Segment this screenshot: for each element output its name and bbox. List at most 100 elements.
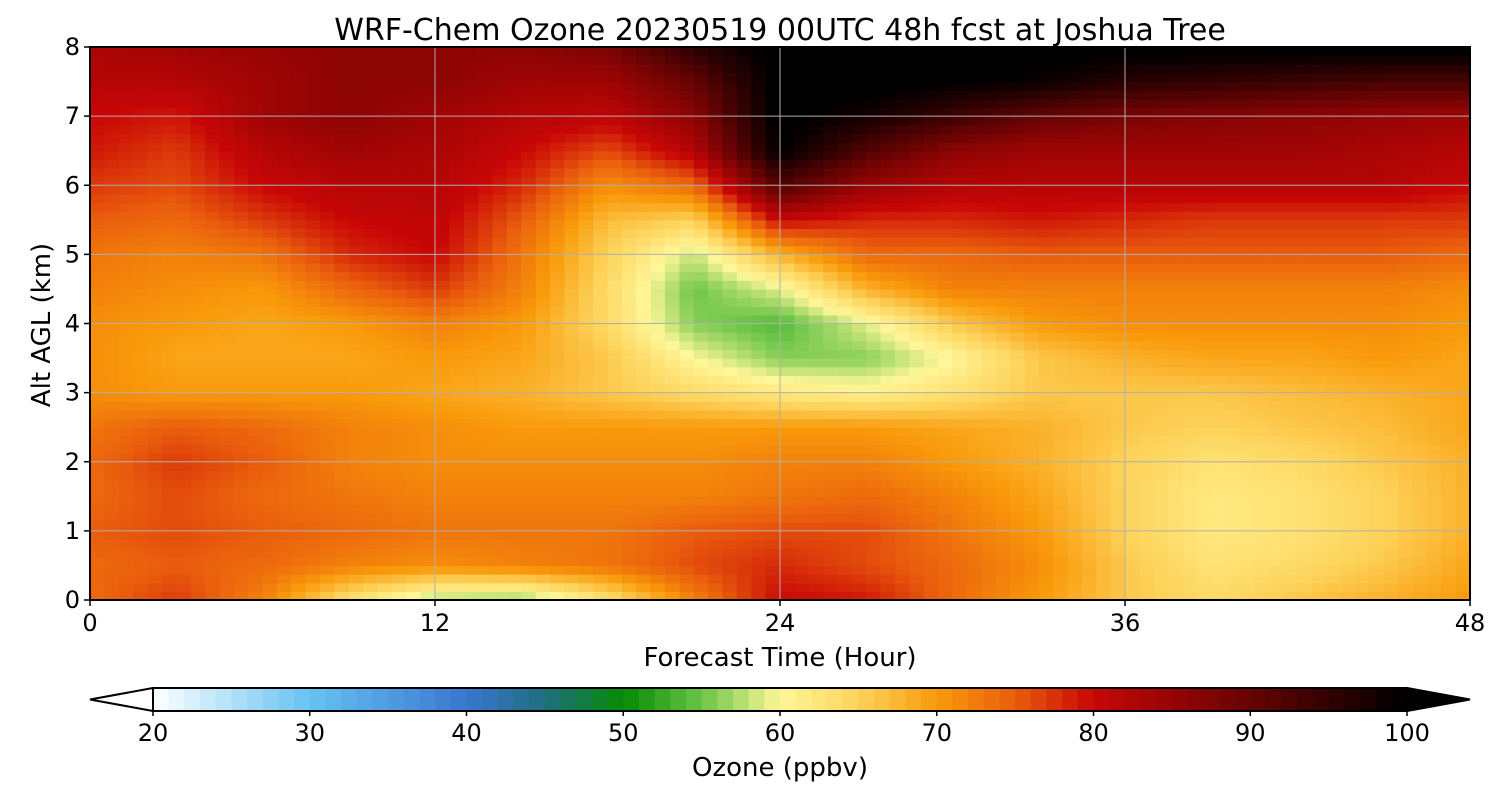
heatmap-cell: [952, 496, 968, 506]
heatmap-cell: [262, 263, 278, 273]
heatmap-cell: [205, 280, 220, 290]
heatmap-cell: [636, 176, 652, 186]
heatmap-cell: [478, 150, 494, 160]
heatmap-cell: [708, 280, 724, 290]
heatmap-cell: [104, 504, 120, 515]
heatmap-cell: [1355, 167, 1370, 178]
heatmap-cell: [205, 461, 220, 471]
heatmap-cell: [305, 219, 321, 230]
heatmap-cell: [176, 219, 192, 230]
heatmap-cell: [693, 366, 709, 376]
heatmap-cell: [1182, 211, 1198, 221]
heatmap-cell: [377, 591, 393, 600]
heatmap-cell: [895, 556, 910, 567]
heatmap-cell: [1010, 375, 1025, 385]
heatmap-cell: [435, 280, 450, 290]
heatmap-cell: [751, 548, 767, 558]
heatmap-cell: [722, 470, 738, 480]
heatmap-cell: [1081, 159, 1097, 169]
heatmap-cell: [1326, 211, 1342, 221]
heatmap-cell: [1426, 444, 1442, 454]
heatmap-cell: [607, 358, 623, 368]
heatmap-cell: [1081, 332, 1097, 342]
heatmap-cell: [233, 427, 249, 437]
heatmap-cell: [1038, 288, 1054, 299]
heatmap-cell: [1182, 582, 1198, 592]
heatmap-cell: [291, 297, 307, 307]
heatmap-cell: [521, 150, 537, 160]
heatmap-cell: [981, 392, 997, 402]
heatmap-cell: [1326, 366, 1342, 376]
heatmap-cell: [895, 375, 910, 385]
heatmap-cell: [1311, 392, 1327, 402]
heatmap-cell: [665, 375, 680, 385]
heatmap-cell: [1297, 574, 1313, 584]
heatmap-cell: [938, 401, 954, 411]
heatmap-cell: [1067, 487, 1083, 497]
heatmap-cell: [636, 513, 652, 523]
heatmap-cell: [1398, 375, 1414, 385]
heatmap-cell: [665, 237, 680, 247]
heatmap-cell: [391, 366, 407, 376]
heatmap-cell: [665, 591, 680, 600]
heatmap-cell: [276, 504, 292, 515]
heatmap-cell: [1326, 375, 1342, 385]
heatmap-cell: [808, 245, 824, 255]
heatmap-cell: [1139, 193, 1155, 204]
heatmap-cell: [1196, 271, 1212, 281]
heatmap-cell: [133, 548, 149, 558]
heatmap-cell: [463, 202, 479, 212]
heatmap-cell: [794, 332, 810, 342]
heatmap-cell: [449, 193, 465, 204]
heatmap-cell: [736, 358, 752, 368]
heatmap-cell: [377, 254, 393, 264]
heatmap-cell: [636, 271, 652, 281]
heatmap-cell: [406, 504, 422, 515]
heatmap-cell: [607, 383, 623, 394]
heatmap-cell: [794, 574, 810, 584]
heatmap-cell: [808, 349, 824, 359]
heatmap-cell: [823, 366, 839, 376]
heatmap-cell: [334, 565, 350, 575]
heatmap-cell: [722, 159, 738, 169]
heatmap-cell: [966, 349, 982, 359]
heatmap-cell: [780, 280, 795, 290]
heatmap-cell: [665, 185, 680, 195]
heatmap-cell: [118, 176, 134, 186]
heatmap-cell: [1196, 228, 1212, 238]
heatmap-cell: [291, 193, 307, 204]
heatmap-cell: [981, 280, 997, 290]
heatmap-cell: [521, 435, 537, 446]
heatmap-cell: [104, 375, 120, 385]
heatmap-cell: [952, 358, 968, 368]
heatmap-cell: [276, 185, 292, 195]
heatmap-cell: [851, 409, 867, 420]
heatmap-cell: [1326, 306, 1342, 316]
heatmap-cell: [492, 582, 508, 592]
heatmap-cell: [1139, 297, 1155, 307]
heatmap-cell: [435, 245, 450, 255]
heatmap-cell: [923, 444, 939, 454]
heatmap-cell: [1110, 470, 1126, 480]
heatmap-cell: [205, 176, 220, 186]
heatmap-cell: [233, 565, 249, 575]
heatmap-cell: [650, 314, 666, 325]
heatmap-cell: [1225, 358, 1241, 368]
heatmap-cell: [923, 383, 939, 394]
heatmap-cell: [722, 582, 738, 592]
heatmap-cell: [1168, 237, 1184, 247]
heatmap-cell: [161, 366, 177, 376]
heatmap-cell: [305, 504, 321, 515]
heatmap-cell: [1355, 185, 1370, 195]
heatmap-cell: [1196, 504, 1212, 515]
heatmap-cell: [492, 323, 508, 333]
heatmap-cell: [492, 487, 508, 497]
heatmap-cell: [880, 228, 896, 238]
heatmap-cell: [981, 453, 997, 463]
heatmap-cell: [147, 297, 163, 307]
heatmap-cell: [406, 263, 422, 273]
heatmap-cell: [1441, 556, 1457, 567]
heatmap-cell: [1153, 401, 1169, 411]
heatmap-cell: [722, 358, 738, 368]
heatmap-cell: [1268, 392, 1284, 402]
